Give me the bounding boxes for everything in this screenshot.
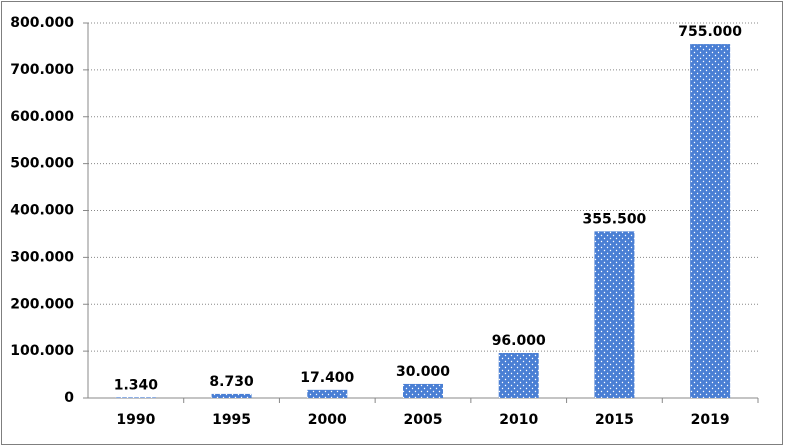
bar [403,383,443,398]
y-tick-label: 400.000 [10,203,74,219]
bar [690,44,731,398]
data-label: 30.000 [396,364,450,380]
x-tick-label: 2015 [595,412,634,428]
y-tick-label: 700.000 [10,62,74,78]
x-tick-label: 2000 [308,412,347,428]
bar [594,231,635,398]
data-label: 355.500 [583,211,647,227]
x-tick-label: 2010 [499,412,538,428]
y-tick-label: 800.000 [10,15,74,31]
data-label: 755.000 [678,24,742,40]
y-tick-label: 200.000 [10,296,74,312]
y-tick-label: 100.000 [10,343,74,359]
x-tick-label: 1995 [212,412,251,428]
data-label: 1.340 [114,377,159,393]
data-label: 8.730 [209,374,254,390]
x-tick-label: 1990 [116,412,155,428]
x-tick-label: 2019 [691,412,730,428]
bar [211,393,252,398]
y-tick-label: 500.000 [10,156,74,172]
data-label: 96.000 [492,333,546,349]
bar [115,397,156,398]
x-tick-label: 2005 [404,412,443,428]
bar [498,353,539,398]
y-tick-label: 300.000 [10,249,74,265]
y-tick-label: 0 [64,390,74,406]
bar [307,389,348,398]
data-label: 17.400 [300,370,354,386]
y-tick-label: 600.000 [10,109,74,125]
